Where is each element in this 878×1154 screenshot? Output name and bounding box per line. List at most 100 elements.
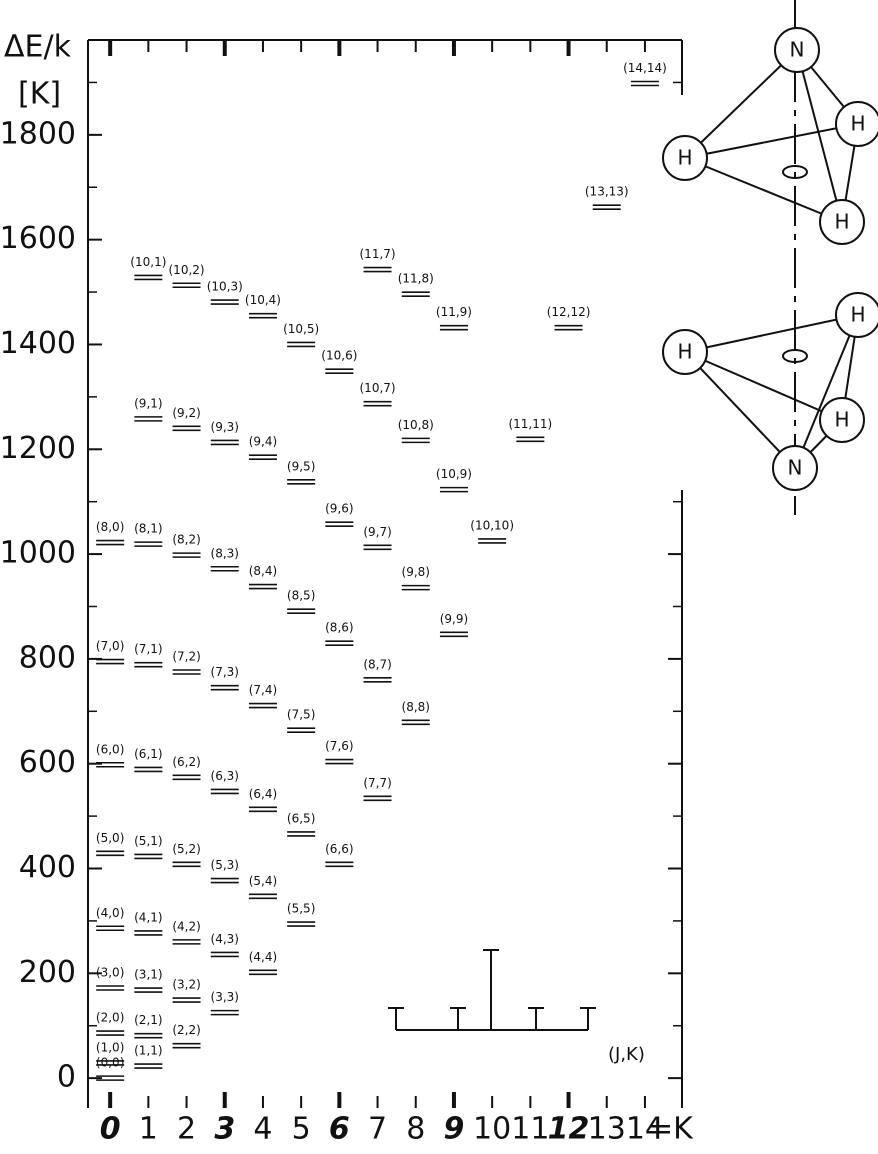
level [631,81,659,85]
level [96,986,124,990]
x-tick-label: 0 [100,1112,121,1147]
level [173,283,201,287]
y-tick-label: 600 [19,745,76,780]
level-label: (1,0) [96,1040,124,1054]
level-label: (7,2) [172,649,200,663]
level [134,275,162,279]
level [325,760,353,764]
level-label: (2,1) [134,1013,162,1027]
level [478,539,506,543]
level [211,300,239,304]
level-label: (4,2) [172,919,200,933]
level-label: (6,4) [249,787,277,801]
level [364,545,392,549]
level-label: (6,6) [325,842,353,856]
level-label: (12,12) [547,305,591,319]
level [173,426,201,430]
level [173,1044,201,1048]
level [440,632,468,636]
level-label: (4,1) [134,910,162,924]
level [249,704,277,708]
atom: N [788,456,803,480]
level [96,926,124,930]
level [516,437,544,441]
level [134,417,162,421]
level-label: (11,7) [360,247,396,261]
x-tick-label: 7 [368,1112,387,1147]
x-tick-label: 3 [214,1112,235,1147]
x-tick-label: 10 [473,1112,511,1147]
level-label: (8,5) [287,589,315,603]
splitting-scheme [388,950,596,1030]
level-label: (8,2) [172,533,200,547]
level [211,952,239,956]
level-label: (0,0) [96,1056,124,1070]
level [287,728,315,732]
y-tick-label: 400 [19,850,76,885]
level [211,567,239,571]
y-tick-label: 1200 [0,431,76,466]
level [402,720,430,724]
level [173,998,201,1002]
x-tick-label: 13 [588,1112,626,1147]
level-label: (8,6) [325,621,353,635]
level-label: (10,3) [207,280,243,294]
level-label: (7,4) [249,683,277,697]
level-label: (6,3) [211,769,239,783]
level-label: (8,3) [211,546,239,560]
level-label: (10,6) [321,349,357,363]
level [287,609,315,613]
atom: H [850,303,865,327]
level-label: (7,7) [363,776,391,790]
level-label: (6,5) [287,811,315,825]
level [555,326,583,330]
level-label: (7,0) [96,639,124,653]
x-tick-label: 2 [177,1112,196,1147]
level [364,268,392,272]
level-label: (5,3) [211,858,239,872]
x-tick-label: 14 [626,1112,664,1147]
x-tick-label: 5 [292,1112,311,1147]
level-label: (5,5) [287,902,315,916]
level [364,402,392,406]
level-label: (6,0) [96,742,124,756]
level-label: (7,5) [287,708,315,722]
level-label: (10,9) [436,467,472,481]
level [440,326,468,330]
level-label: (10,5) [283,322,319,336]
level [402,586,430,590]
level [134,663,162,667]
y-tick-label: 1000 [0,536,76,571]
level [134,1064,162,1068]
level-label: (2,0) [96,1011,124,1025]
level [249,455,277,459]
y-axis-label: ΔE/k [4,30,72,65]
level-label: (9,2) [172,406,200,420]
y-axis-unit: [K] [18,77,61,112]
level [96,541,124,545]
level [96,1031,124,1035]
y-tick-label: 200 [19,955,76,990]
level [287,480,315,484]
level-label: (11,9) [436,305,472,319]
level-label: (7,3) [211,665,239,679]
level-label: (10,8) [398,418,434,432]
level-label: (6,1) [134,747,162,761]
level [249,807,277,811]
level-label: (10,7) [360,381,396,395]
level-label: (9,6) [325,502,353,516]
level [134,1034,162,1038]
level-label: (5,4) [249,874,277,888]
level [593,205,621,209]
y-tick-label: 0 [57,1060,76,1095]
y-tick-label: 800 [19,640,76,675]
level [440,488,468,492]
level-label: (5,1) [134,834,162,848]
level [249,314,277,318]
level-label: (5,0) [96,831,124,845]
level [211,879,239,883]
level-label: (4,4) [249,950,277,964]
annotation: (J,K) [608,1044,645,1065]
level [96,851,124,855]
level-label: (5,2) [172,842,200,856]
